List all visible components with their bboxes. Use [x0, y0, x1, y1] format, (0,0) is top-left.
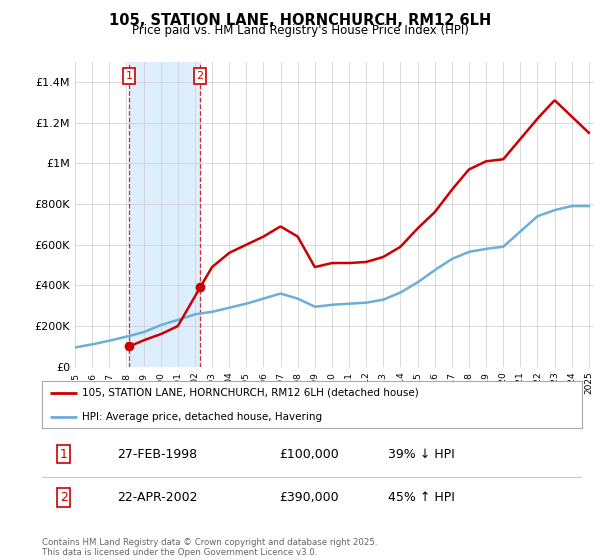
- Text: 27-FEB-1998: 27-FEB-1998: [118, 447, 198, 461]
- Text: 2: 2: [59, 491, 68, 504]
- Text: 1: 1: [125, 71, 133, 81]
- Text: £390,000: £390,000: [280, 491, 339, 504]
- Text: 22-APR-2002: 22-APR-2002: [118, 491, 198, 504]
- Text: £100,000: £100,000: [280, 447, 340, 461]
- Text: 2: 2: [196, 71, 203, 81]
- Text: HPI: Average price, detached house, Havering: HPI: Average price, detached house, Have…: [83, 412, 323, 422]
- Text: 105, STATION LANE, HORNCHURCH, RM12 6LH: 105, STATION LANE, HORNCHURCH, RM12 6LH: [109, 13, 491, 28]
- Text: Price paid vs. HM Land Registry's House Price Index (HPI): Price paid vs. HM Land Registry's House …: [131, 24, 469, 38]
- Text: 1: 1: [59, 447, 68, 461]
- Text: 39% ↓ HPI: 39% ↓ HPI: [388, 447, 454, 461]
- Text: 105, STATION LANE, HORNCHURCH, RM12 6LH (detached house): 105, STATION LANE, HORNCHURCH, RM12 6LH …: [83, 388, 419, 398]
- Text: 45% ↑ HPI: 45% ↑ HPI: [388, 491, 454, 504]
- Bar: [129, 62, 200, 367]
- Text: Contains HM Land Registry data © Crown copyright and database right 2025.
This d: Contains HM Land Registry data © Crown c…: [42, 538, 377, 557]
